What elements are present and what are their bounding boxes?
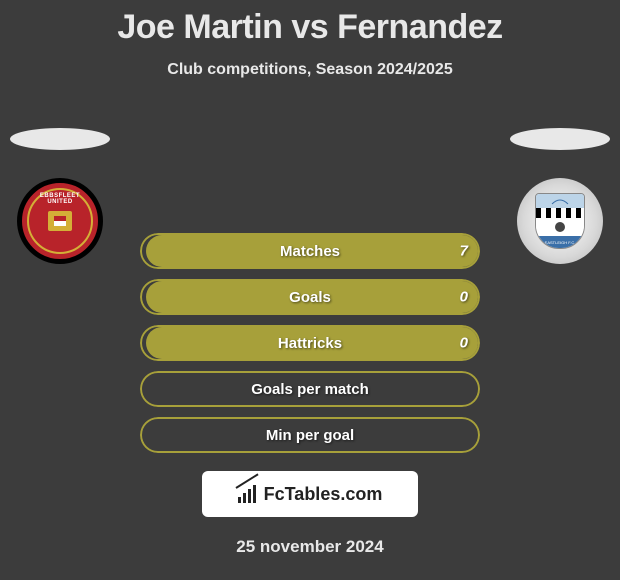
club-badge-right-checker — [536, 208, 584, 218]
subtitle: Club competitions, Season 2024/2025 — [0, 61, 620, 79]
stat-row: Min per goal — [140, 417, 480, 453]
fctables-logo[interactable]: FcTables.com — [202, 471, 418, 517]
stat-value-right: 0 — [460, 289, 468, 306]
fctables-logo-text: FcTables.com — [264, 484, 383, 505]
club-badge-left-text: EBBSFLEET UNITED — [29, 193, 91, 205]
stat-rows: Matches 7 Goals 0 Hattricks 0 Goals per match M… — [140, 107, 480, 453]
club-badge-left: EBBSFLEET UNITED — [17, 178, 103, 264]
stat-row: Goals 0 — [140, 279, 480, 315]
stat-label: Goals — [289, 289, 331, 306]
player-silhouette-right — [510, 128, 610, 150]
club-badge-left-crest — [48, 211, 72, 231]
stat-label: Goals per match — [251, 381, 369, 398]
stat-label: Min per goal — [266, 427, 354, 444]
club-badge-right-text: EASTLEIGH F.C. — [536, 236, 584, 249]
chart-icon — [238, 485, 260, 503]
stat-value-right: 0 — [460, 335, 468, 352]
stat-label: Matches — [280, 243, 340, 260]
stat-row: Hattricks 0 — [140, 325, 480, 361]
stat-row: Goals per match — [140, 371, 480, 407]
stat-row: Matches 7 — [140, 233, 480, 269]
date-stamp: 25 november 2024 — [0, 537, 620, 557]
page-title: Joe Martin vs Fernandez — [0, 0, 620, 47]
player-silhouette-left — [10, 128, 110, 150]
stat-label: Hattricks — [278, 335, 342, 352]
club-badge-right: EASTLEIGH F.C. — [517, 178, 603, 264]
stat-value-right: 7 — [460, 243, 468, 260]
